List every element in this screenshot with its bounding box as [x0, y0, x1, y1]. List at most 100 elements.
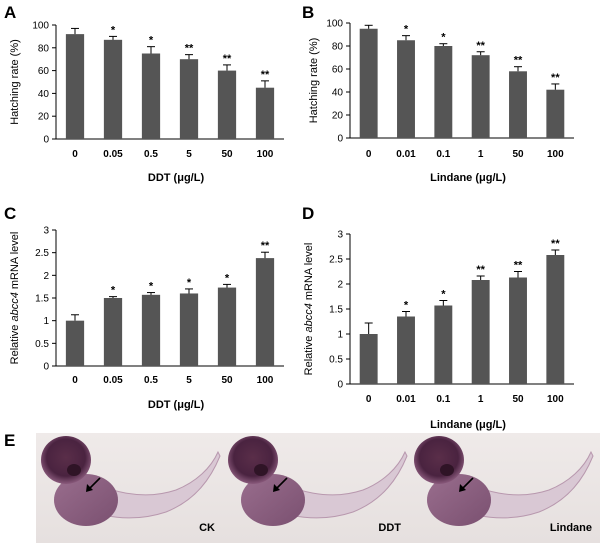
x-tick-label: 50 [221, 375, 233, 386]
y-tick-label: 100 [32, 21, 49, 32]
y-tick-label: 0.5 [35, 339, 49, 350]
x-tick-label: 0.1 [436, 394, 450, 405]
y-tick-label: 2.5 [35, 248, 49, 259]
y-axis-title-part: abcc4 [9, 292, 21, 321]
y-tick-label: 0 [337, 134, 343, 145]
bar [255, 258, 275, 366]
y-axis-title-part: abcc4 [303, 303, 315, 332]
y-tick-label: 3 [337, 230, 343, 241]
y-tick-label: 1 [43, 316, 49, 327]
chart-panel-a: A 0 20 40 60 80 100 0 * 0.05 * 0.5 ** 5 ** 50 ** 100 DDT (… [4, 3, 284, 184]
larva-photo: Lindane [409, 433, 600, 543]
bar [359, 334, 378, 384]
bar [141, 53, 161, 139]
x-tick-label: 0.5 [144, 375, 158, 386]
bar [65, 320, 85, 366]
y-axis-title: Hatching rate (%) [308, 38, 320, 124]
y-tick-label: 0 [337, 380, 343, 391]
significance-marker: * [441, 289, 446, 301]
y-tick-label: 80 [38, 43, 50, 54]
larva-eye [254, 464, 268, 476]
y-tick-label: 3 [43, 226, 49, 237]
y-tick-label: 2.5 [329, 255, 343, 266]
x-tick-label: 100 [547, 149, 564, 160]
significance-marker: * [111, 24, 116, 36]
x-tick-label: 0.5 [144, 149, 158, 160]
y-axis-title-part: Relative [303, 333, 315, 376]
x-tick-label: 5 [186, 375, 192, 386]
significance-marker: * [187, 277, 192, 289]
x-axis-title: Lindane (μg/L) [430, 172, 506, 184]
bar [217, 287, 237, 366]
panel-letter: A [4, 3, 16, 22]
arrow-head-icon [459, 484, 466, 492]
bar [509, 277, 527, 384]
panel-letter: B [302, 3, 314, 22]
significance-marker: ** [223, 53, 232, 65]
y-tick-label: 20 [332, 111, 344, 122]
y-tick-label: 60 [332, 65, 344, 76]
x-axis-title: DDT (μg/L) [148, 399, 205, 411]
bar [255, 87, 275, 139]
y-tick-label: 40 [38, 89, 50, 100]
x-tick-label: 50 [512, 149, 524, 160]
significance-marker: * [404, 24, 409, 36]
x-tick-label: 0.01 [396, 149, 416, 160]
bar [65, 34, 85, 140]
bar [103, 39, 123, 139]
panel-letter: C [4, 204, 16, 223]
x-tick-label: 0.01 [396, 394, 416, 405]
significance-marker: * [441, 32, 446, 44]
chart-panel-b: B 0 20 40 60 80 100 0 * 0.01 * 0.1 ** 1 ** 50 ** 100 Linda… [302, 3, 574, 184]
bar [359, 28, 378, 138]
larva-eye [440, 464, 454, 476]
y-tick-label: 1.5 [35, 294, 49, 305]
panel-letter: E [4, 431, 15, 450]
significance-marker: ** [551, 72, 560, 84]
y-tick-label: 0 [43, 135, 49, 146]
significance-marker: ** [514, 55, 523, 67]
significance-marker: * [149, 35, 154, 47]
y-tick-label: 0.5 [329, 355, 343, 366]
larva-photo: DDT [223, 433, 409, 543]
x-tick-label: 0.1 [436, 149, 450, 160]
x-axis-title: DDT (μg/L) [148, 172, 205, 184]
bar [179, 293, 199, 366]
x-tick-label: 0 [366, 394, 372, 405]
bar [217, 70, 237, 139]
y-tick-label: 60 [38, 66, 50, 77]
x-tick-label: 5 [186, 149, 192, 160]
x-tick-label: 0 [366, 149, 372, 160]
bar [546, 255, 565, 384]
x-tick-label: 0.05 [103, 375, 123, 386]
x-tick-label: 1 [478, 149, 484, 160]
significance-marker: ** [261, 240, 270, 252]
y-axis-title: Relative abcc4 mRNA level [303, 243, 315, 376]
larva-yolk [241, 474, 305, 526]
bar [141, 294, 161, 366]
significance-marker: ** [261, 69, 270, 81]
photo-label: Lindane [550, 522, 592, 534]
significance-marker: ** [476, 40, 485, 52]
larva-head [41, 436, 91, 484]
y-tick-label: 2 [43, 271, 49, 282]
x-tick-label: 50 [221, 149, 233, 160]
significance-marker: ** [185, 43, 194, 55]
y-tick-label: 2 [337, 280, 343, 291]
photo-label: CK [199, 522, 215, 534]
y-tick-label: 1 [337, 330, 343, 341]
bar [546, 89, 565, 138]
x-tick-label: 100 [257, 149, 274, 160]
bar [471, 280, 490, 384]
x-axis-title: Lindane (μg/L) [430, 419, 506, 431]
bar [509, 71, 527, 138]
bar [103, 298, 123, 366]
x-tick-label: 0 [72, 149, 78, 160]
photo-label: DDT [378, 522, 401, 534]
y-axis-title-part: mRNA level [9, 232, 21, 293]
significance-marker: ** [476, 264, 485, 276]
larva-eye [67, 464, 81, 476]
x-tick-label: 0 [72, 375, 78, 386]
y-tick-label: 100 [326, 19, 343, 30]
bar [397, 40, 415, 138]
